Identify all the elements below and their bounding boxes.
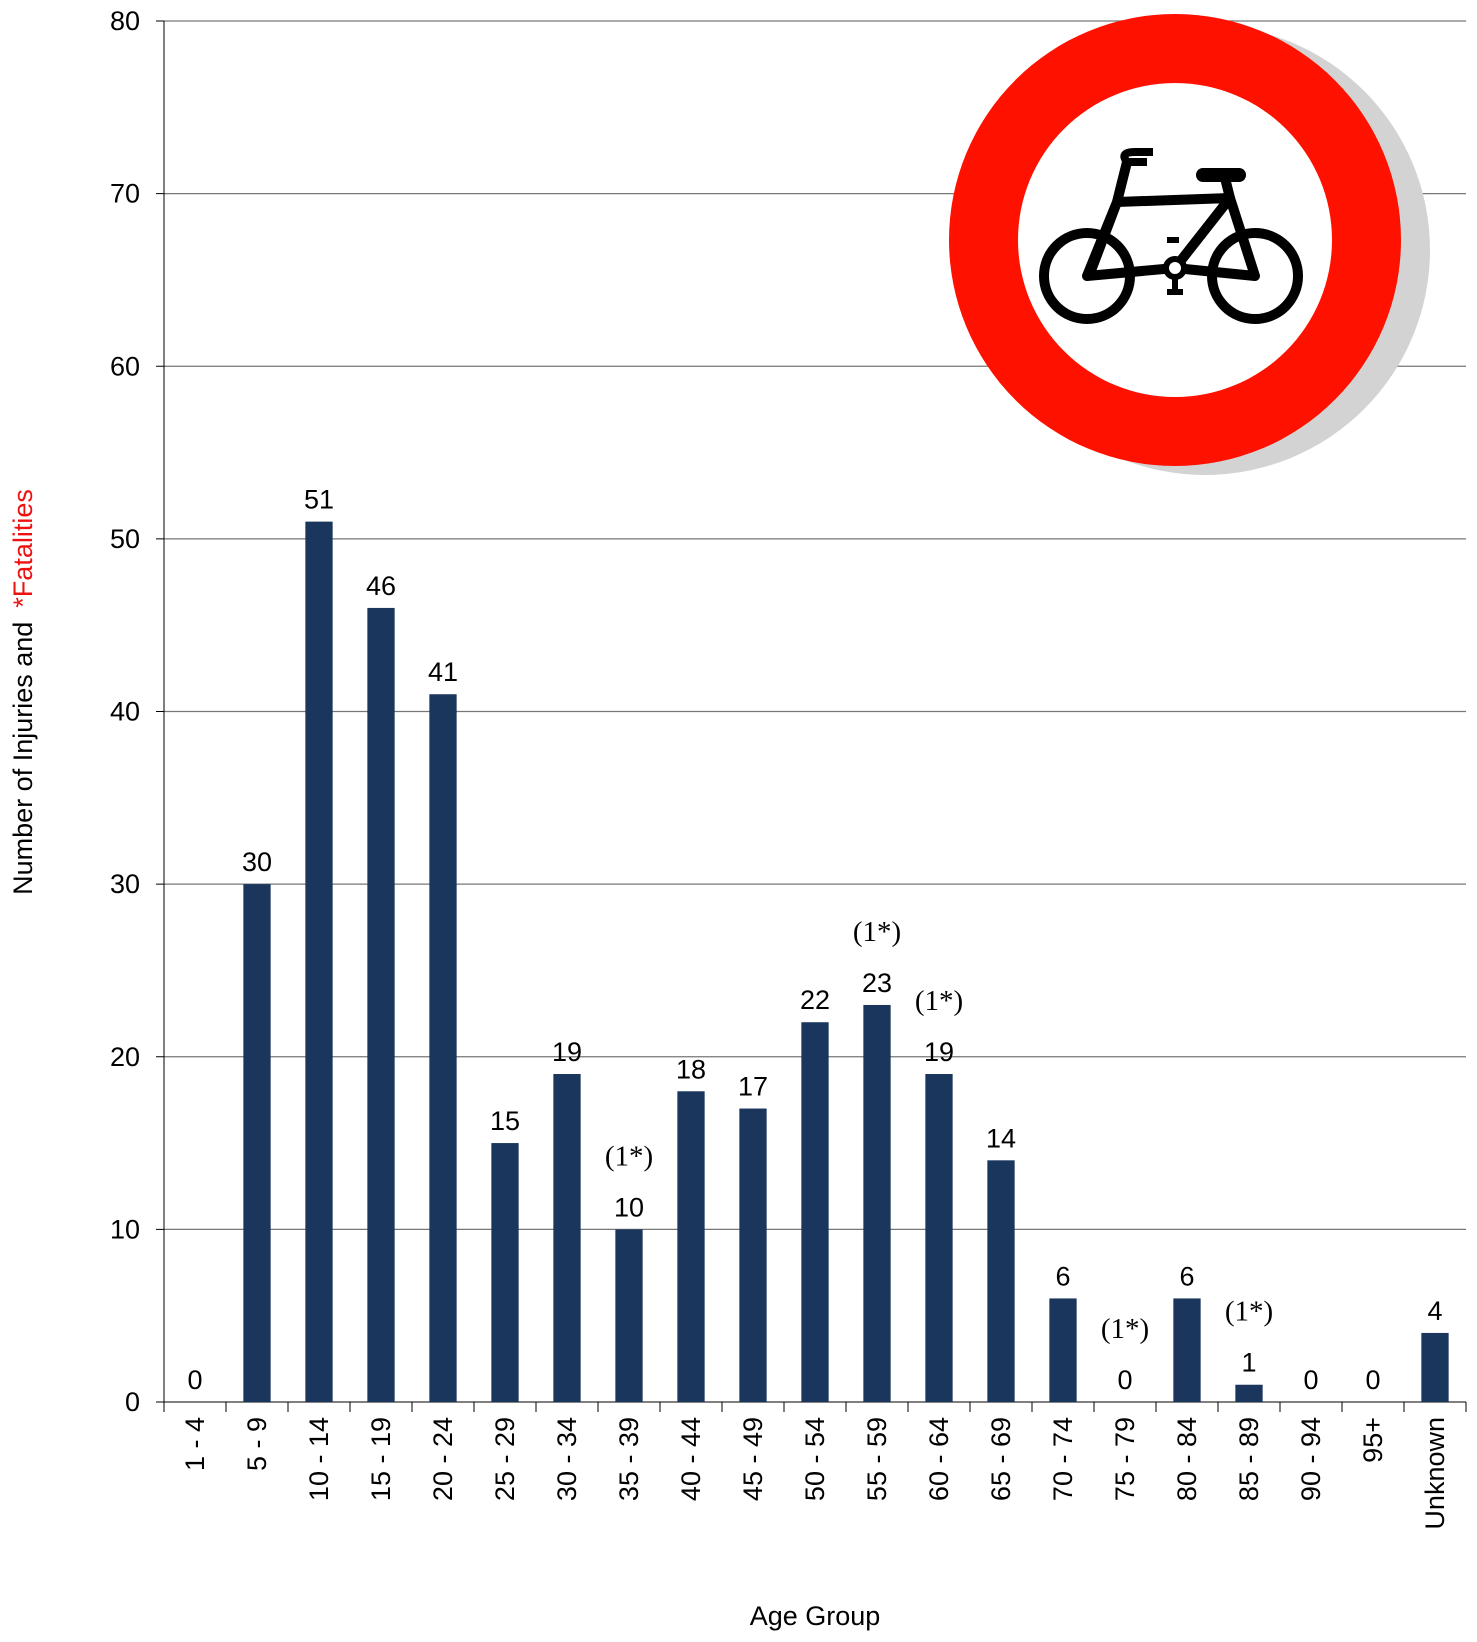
- x-tick-label: 90 - 94: [1296, 1417, 1326, 1501]
- bar: [801, 1022, 829, 1402]
- y-tick-label: 60: [110, 351, 140, 381]
- bar: [1421, 1332, 1449, 1402]
- bar: [987, 1160, 1015, 1402]
- x-tick-label: 95+: [1358, 1417, 1388, 1463]
- value-label: 14: [986, 1123, 1016, 1153]
- x-tick-label: 15 - 19: [366, 1417, 396, 1501]
- x-tick-label: 65 - 69: [986, 1417, 1016, 1501]
- bar: [243, 884, 271, 1402]
- x-tick-label: Unknown: [1420, 1417, 1450, 1530]
- y-axis-label: Number of Injuries and *Fatalities: [8, 489, 38, 895]
- bar: [491, 1143, 519, 1402]
- y-tick-label: 80: [110, 6, 140, 36]
- bar: [367, 607, 395, 1402]
- fatality-label: (1*): [915, 985, 963, 1017]
- value-label: 0: [1303, 1365, 1318, 1395]
- no-bicycle-sign: [949, 14, 1430, 475]
- x-tick-label: 25 - 29: [490, 1417, 520, 1501]
- value-label: 30: [242, 847, 272, 877]
- x-tick-label: 40 - 44: [676, 1417, 706, 1501]
- y-tick-label: 70: [110, 179, 140, 209]
- x-tick-label: 75 - 79: [1110, 1417, 1140, 1501]
- y-tick-label: 10: [110, 1214, 140, 1244]
- x-tick-label: 30 - 34: [552, 1417, 582, 1501]
- bar: [1235, 1384, 1263, 1402]
- y-tick-label: 40: [110, 697, 140, 727]
- x-tick-label: 80 - 84: [1172, 1417, 1202, 1501]
- x-tick-label: 55 - 59: [862, 1417, 892, 1501]
- fatality-label: (1*): [1225, 1296, 1273, 1328]
- x-tick-label: 50 - 54: [800, 1417, 830, 1501]
- value-label: 15: [490, 1106, 520, 1136]
- value-label: 51: [304, 485, 334, 515]
- value-label: 1: [1241, 1348, 1256, 1378]
- value-label: 6: [1179, 1261, 1194, 1291]
- x-axis-label: Age Group: [750, 1601, 881, 1631]
- fatality-label: (1*): [605, 1140, 653, 1172]
- y-tick-label: 20: [110, 1042, 140, 1072]
- x-tick-label: 85 - 89: [1234, 1417, 1264, 1501]
- x-tick-label: 70 - 74: [1048, 1417, 1078, 1501]
- value-label: 17: [738, 1072, 768, 1102]
- value-label: 0: [1117, 1365, 1132, 1395]
- y-axis-label-main: Number of Injuries and: [8, 622, 38, 895]
- value-label: 6: [1055, 1261, 1070, 1291]
- x-tick-label: 20 - 24: [428, 1417, 458, 1501]
- bar: [305, 521, 333, 1402]
- value-label: 41: [428, 657, 458, 687]
- value-label: 46: [366, 571, 396, 601]
- bar: [1049, 1298, 1077, 1402]
- y-tick-label: 0: [125, 1387, 140, 1417]
- value-label: 19: [924, 1037, 954, 1067]
- x-tick-label: 10 - 14: [304, 1417, 334, 1501]
- bar: [615, 1229, 643, 1402]
- x-tick-label: 60 - 64: [924, 1417, 954, 1501]
- value-label: 22: [800, 985, 830, 1015]
- value-label: 23: [862, 968, 892, 998]
- x-tick-label: 45 - 49: [738, 1417, 768, 1501]
- value-label: 0: [1365, 1365, 1380, 1395]
- value-label: 19: [552, 1037, 582, 1067]
- x-tick-label: 1 - 4: [180, 1417, 210, 1471]
- fatality-label: (1*): [853, 916, 901, 948]
- value-label: 10: [614, 1192, 644, 1222]
- bar: [863, 1004, 891, 1402]
- value-label: 18: [676, 1054, 706, 1084]
- x-tick-label: 35 - 39: [614, 1417, 644, 1501]
- value-label: 0: [187, 1365, 202, 1395]
- bar: [553, 1074, 581, 1402]
- bar: [677, 1091, 705, 1402]
- y-tick-label: 30: [110, 869, 140, 899]
- fatality-label: (1*): [1101, 1313, 1149, 1345]
- y-axis-label-fatal: *Fatalities: [8, 489, 38, 608]
- x-tick-label: 5 - 9: [242, 1417, 272, 1471]
- bar: [429, 694, 457, 1402]
- bar: [1173, 1298, 1201, 1402]
- bar: [925, 1074, 953, 1402]
- y-tick-label: 50: [110, 524, 140, 554]
- bar: [739, 1108, 767, 1402]
- value-label: 4: [1427, 1296, 1442, 1326]
